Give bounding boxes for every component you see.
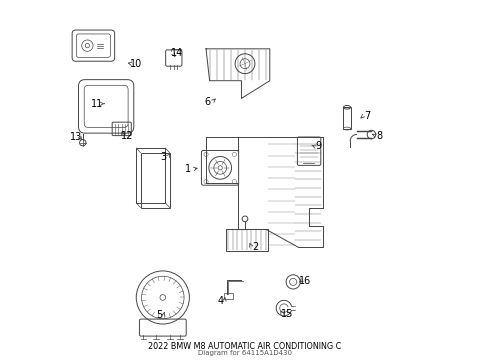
Text: 15: 15 — [281, 310, 293, 319]
Text: 8: 8 — [376, 131, 383, 141]
Text: 12: 12 — [121, 131, 134, 141]
Text: 10: 10 — [130, 59, 142, 69]
Text: 5: 5 — [156, 310, 162, 320]
Bar — [224, 293, 233, 298]
Text: 1: 1 — [185, 164, 192, 174]
Text: 6: 6 — [205, 97, 211, 107]
Bar — [141, 153, 170, 207]
Text: 13: 13 — [70, 132, 82, 143]
Text: 3: 3 — [160, 152, 167, 162]
Text: 7: 7 — [364, 111, 370, 121]
Text: Diagram for 64115A1D430: Diagram for 64115A1D430 — [198, 350, 292, 356]
Bar — [225, 229, 268, 251]
Text: 11: 11 — [91, 99, 103, 109]
Text: 16: 16 — [299, 276, 311, 286]
Text: 4: 4 — [217, 296, 223, 306]
Text: 2: 2 — [252, 242, 259, 252]
Text: 9: 9 — [316, 141, 322, 151]
Text: 2022 BMW M8 AUTOMATIC AIR CONDITIONING C: 2022 BMW M8 AUTOMATIC AIR CONDITIONING C — [148, 342, 342, 351]
Text: 14: 14 — [171, 48, 183, 58]
Bar — [343, 107, 350, 129]
Bar — [136, 148, 165, 203]
